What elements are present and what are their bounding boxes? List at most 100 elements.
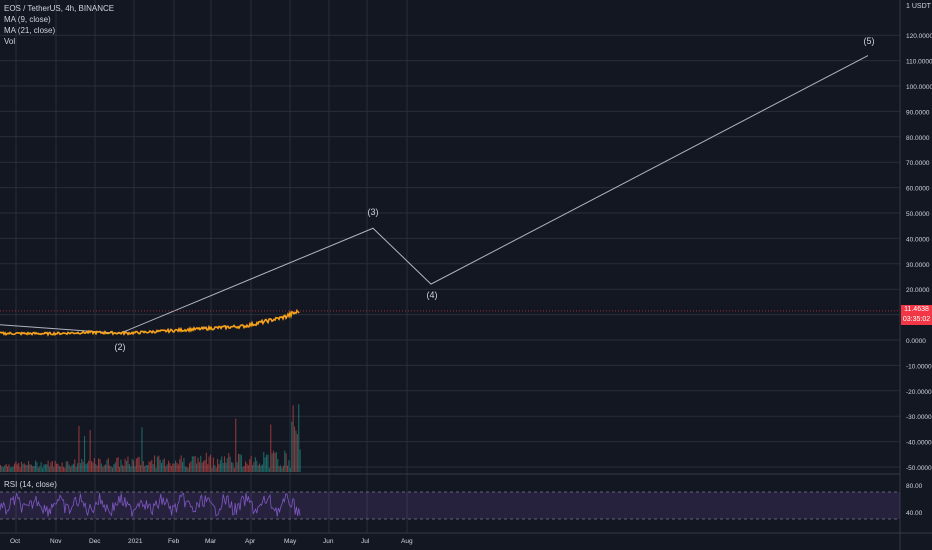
last-price-value: 11.4638 xyxy=(904,306,929,313)
volume-bar xyxy=(169,463,171,472)
volume-bar xyxy=(252,465,254,472)
volume-bar xyxy=(256,460,258,472)
volume-bar xyxy=(148,461,150,472)
volume-bar xyxy=(287,465,289,472)
volume-bar xyxy=(15,461,17,472)
volume-bar xyxy=(173,463,175,472)
volume-bar xyxy=(158,455,160,472)
volume-bar xyxy=(43,464,45,472)
volume-bar xyxy=(100,463,102,472)
rsi-legend[interactable]: RSI (14, close) xyxy=(4,480,57,489)
volume-bar xyxy=(78,425,80,472)
y-tick-label: -50.0000 xyxy=(906,465,932,472)
volume-bar xyxy=(273,450,275,472)
volume-bar xyxy=(292,405,294,472)
volume-bar xyxy=(134,466,136,472)
volume-bar xyxy=(49,466,51,472)
volume-bar xyxy=(11,467,13,472)
volume-bar xyxy=(50,462,52,472)
volume-bar xyxy=(26,465,28,472)
volume-bar xyxy=(274,452,276,472)
volume-bar xyxy=(214,465,216,472)
volume-bar xyxy=(201,462,203,472)
volume-bar xyxy=(271,453,273,472)
volume-bar xyxy=(207,464,209,472)
volume-bar xyxy=(222,463,224,472)
volume-bar xyxy=(296,434,298,472)
volume-bar xyxy=(144,466,146,472)
legend-ma9[interactable]: MA (9, close) xyxy=(4,15,51,24)
volume-bar xyxy=(219,459,221,472)
volume-bar xyxy=(170,465,172,472)
volume-bar xyxy=(9,467,11,472)
volume-bar xyxy=(36,462,38,472)
volume-bar xyxy=(156,456,158,472)
volume-bar xyxy=(179,459,181,472)
time-axis[interactable]: Oct Nov Dec 2021 Feb Mar Apr May Jun Jul Aug xyxy=(10,538,413,545)
volume-bar xyxy=(114,462,116,472)
volume-bar xyxy=(4,465,6,472)
volume-bar xyxy=(138,456,140,472)
volume-bar xyxy=(89,430,91,472)
x-tick-label: Feb xyxy=(168,538,180,545)
legend-ma21[interactable]: MA (21, close) xyxy=(4,26,56,35)
volume-bar xyxy=(152,463,154,472)
volume-bar xyxy=(25,464,27,472)
y-tick-label: 70.0000 xyxy=(906,160,930,167)
volume-bar xyxy=(226,458,228,472)
last-price-tag: 11.4638 03:35:02 xyxy=(901,305,932,325)
volume-bar xyxy=(35,460,37,472)
volume-bar xyxy=(96,465,98,472)
volume-bar xyxy=(294,426,296,472)
volume-bar xyxy=(288,460,290,472)
volume-bar xyxy=(95,463,97,472)
volume-bar xyxy=(88,460,90,472)
volume-bar xyxy=(60,466,62,472)
volume-bar xyxy=(155,467,157,472)
volume-bar xyxy=(225,462,227,472)
volume-bar xyxy=(193,456,195,472)
legend-vol[interactable]: Vol xyxy=(4,37,16,46)
volume-bar xyxy=(203,461,205,472)
scale-unit-label: 1 USDT xyxy=(906,3,931,10)
volume-bar xyxy=(197,457,199,472)
volume-bar xyxy=(200,455,202,472)
volume-bar xyxy=(74,459,76,472)
volume-bar xyxy=(159,459,161,472)
volume-bar xyxy=(142,461,144,472)
volume-bar xyxy=(22,463,24,472)
volume-bar xyxy=(47,460,49,472)
volume-bar xyxy=(275,452,277,472)
volume-bar xyxy=(229,456,231,472)
wave-projection[interactable] xyxy=(0,55,869,334)
volume-bar xyxy=(33,465,35,472)
volume-bar xyxy=(280,465,282,472)
volume-bar xyxy=(92,462,94,472)
volume-bar xyxy=(247,465,249,472)
volume-bar xyxy=(204,459,206,472)
volume-bar xyxy=(128,463,130,472)
volume-bar xyxy=(106,459,108,472)
volume-bar xyxy=(147,465,149,472)
volume-bar xyxy=(85,464,87,472)
volume-bar xyxy=(161,462,163,472)
volume-bar xyxy=(71,465,73,472)
volume-bar xyxy=(39,466,41,472)
volume-bar xyxy=(116,457,118,472)
legend-symbol[interactable]: EOS / TetherUS, 4h, BINANCE xyxy=(4,4,115,13)
last-price-countdown: 03:35:02 xyxy=(902,316,931,323)
volume-bar xyxy=(86,462,88,472)
volume-bar xyxy=(298,404,300,472)
rsi-pane[interactable]: 80.00 40.00 xyxy=(0,483,923,520)
volume-bar xyxy=(8,464,10,472)
y-tick-label: 100.0000 xyxy=(906,84,932,91)
volume-bar xyxy=(19,467,21,472)
price-line xyxy=(0,308,300,337)
volume-bar xyxy=(126,461,128,472)
volume-bar xyxy=(250,455,252,472)
volume-bar xyxy=(121,464,123,472)
y-tick-label: 0.0000 xyxy=(906,338,926,345)
